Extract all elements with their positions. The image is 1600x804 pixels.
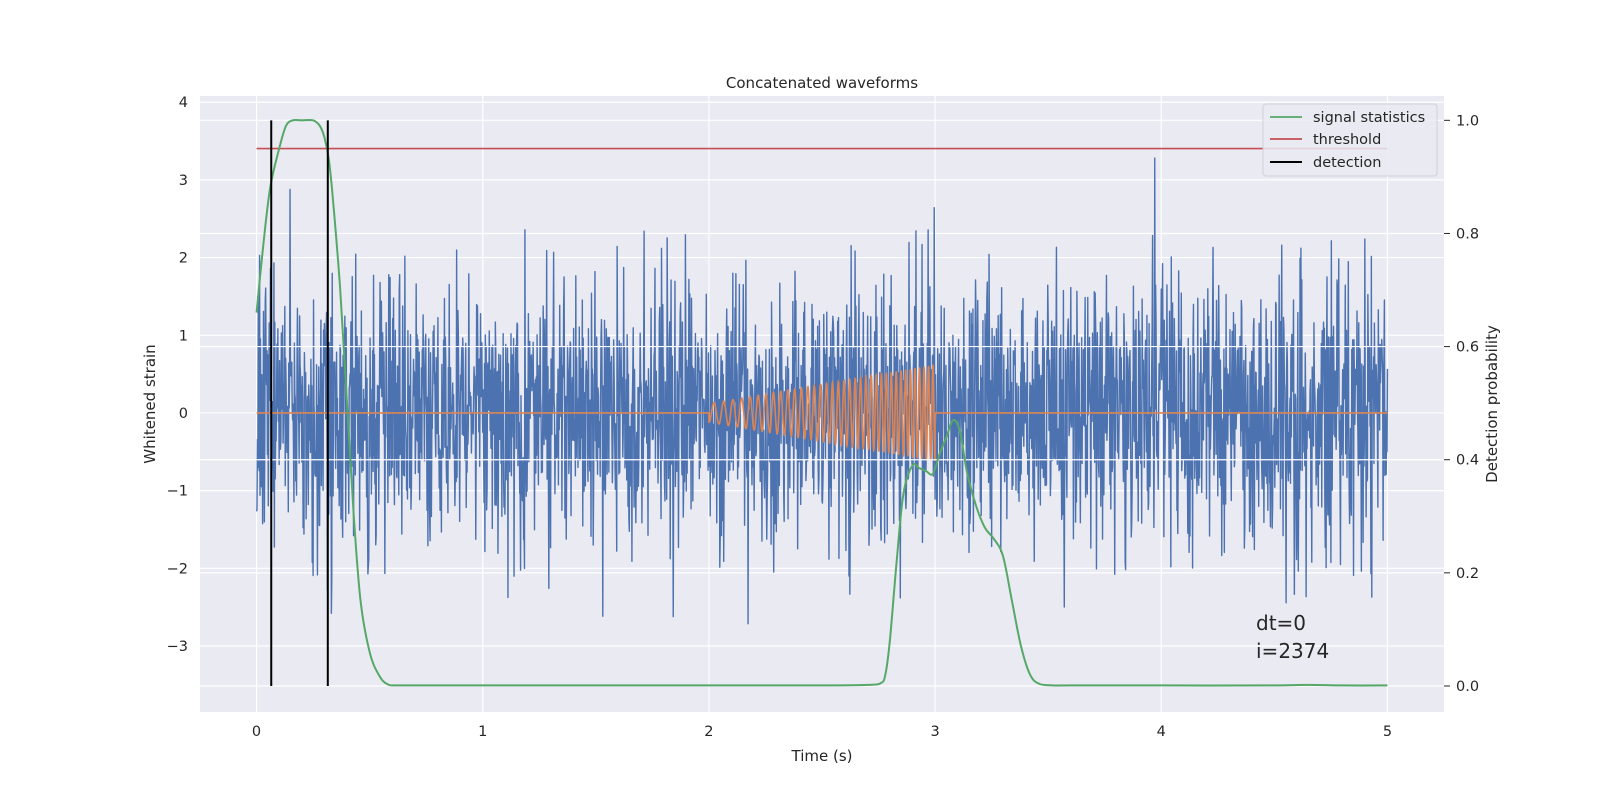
y-tick-label: 2 xyxy=(179,251,188,267)
y-tick-label: −3 xyxy=(167,639,188,655)
chart-title: Concatenated waveforms xyxy=(726,74,918,92)
y2-axis-label: Detection probability xyxy=(1483,325,1501,483)
legend-box xyxy=(1262,103,1438,177)
legend-label-threshold: threshold xyxy=(1313,132,1381,148)
legend-label-signal-statistics: signal statistics xyxy=(1313,110,1425,126)
data-series xyxy=(200,118,1444,687)
legend: signal statistics threshold detection xyxy=(1262,103,1438,177)
legend-label-detection: detection xyxy=(1313,155,1381,171)
y2-tick-label: 0.2 xyxy=(1456,566,1479,582)
annotation: dt=0 i=2374 xyxy=(1256,611,1329,663)
x-tick-label: 2 xyxy=(704,724,713,740)
y-tick-label: 3 xyxy=(179,173,188,189)
y2-tick-label: 0.8 xyxy=(1456,226,1479,242)
annotation-dt: dt=0 xyxy=(1256,611,1306,635)
signal-statistics-line xyxy=(255,118,1388,687)
x-tick-label: 5 xyxy=(1383,724,1392,740)
y2-tick-label: 1.0 xyxy=(1456,113,1479,129)
x-tick-label: 1 xyxy=(478,724,487,740)
y2-tick-label: 0.0 xyxy=(1456,679,1479,695)
y2-tick-label: 0.6 xyxy=(1456,340,1479,356)
axis-ticks: 0 1 2 3 4 5 −3 −2 −1 0 1 2 3 4 0.0 0.2 0.4 0.6 0.8 1.0 xyxy=(167,95,1479,740)
x-axis-label: Time (s) xyxy=(791,747,853,765)
waveform-series-line xyxy=(256,364,1388,462)
x-tick-label: 0 xyxy=(252,724,261,740)
y-axis-label: Whitened strain xyxy=(141,344,159,463)
x-tick-label: 3 xyxy=(930,724,939,740)
noise-series-line xyxy=(255,157,1389,625)
annotation-index: i=2374 xyxy=(1256,639,1329,663)
y-tick-label: −1 xyxy=(167,484,188,500)
x-tick-label: 4 xyxy=(1157,724,1166,740)
y-tick-label: 1 xyxy=(179,328,188,344)
y-tick-label: 0 xyxy=(179,406,188,422)
y2-tick-label: 0.4 xyxy=(1456,453,1479,469)
y-tick-label: −2 xyxy=(167,561,188,577)
y-tick-label: 4 xyxy=(179,95,188,111)
